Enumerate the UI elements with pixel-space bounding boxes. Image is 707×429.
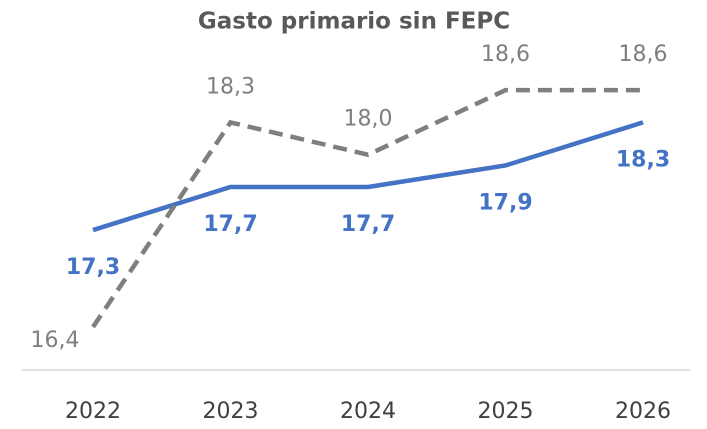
data-label: 18,3 — [206, 74, 255, 99]
chart-title: Gasto primario sin FEPC — [198, 9, 510, 35]
x-tick-label: 2023 — [203, 399, 259, 424]
line-series — [91, 87, 643, 329]
data-label: 17,7 — [203, 212, 257, 237]
data-label: 18,3 — [616, 147, 670, 172]
line-series — [92, 120, 644, 233]
data-label: 17,3 — [66, 255, 120, 280]
data-label: 17,7 — [341, 212, 395, 237]
data-label: 18,0 — [344, 107, 393, 132]
data-label: 16,4 — [31, 328, 80, 353]
x-tick-label: 2024 — [340, 399, 396, 424]
data-label: 18,6 — [619, 42, 668, 67]
x-tick-label: 2025 — [478, 399, 534, 424]
x-tick-label: 2026 — [615, 399, 671, 424]
x-tick-label: 2022 — [65, 399, 121, 424]
data-label: 18,6 — [481, 42, 530, 67]
data-label: 17,9 — [478, 190, 532, 215]
